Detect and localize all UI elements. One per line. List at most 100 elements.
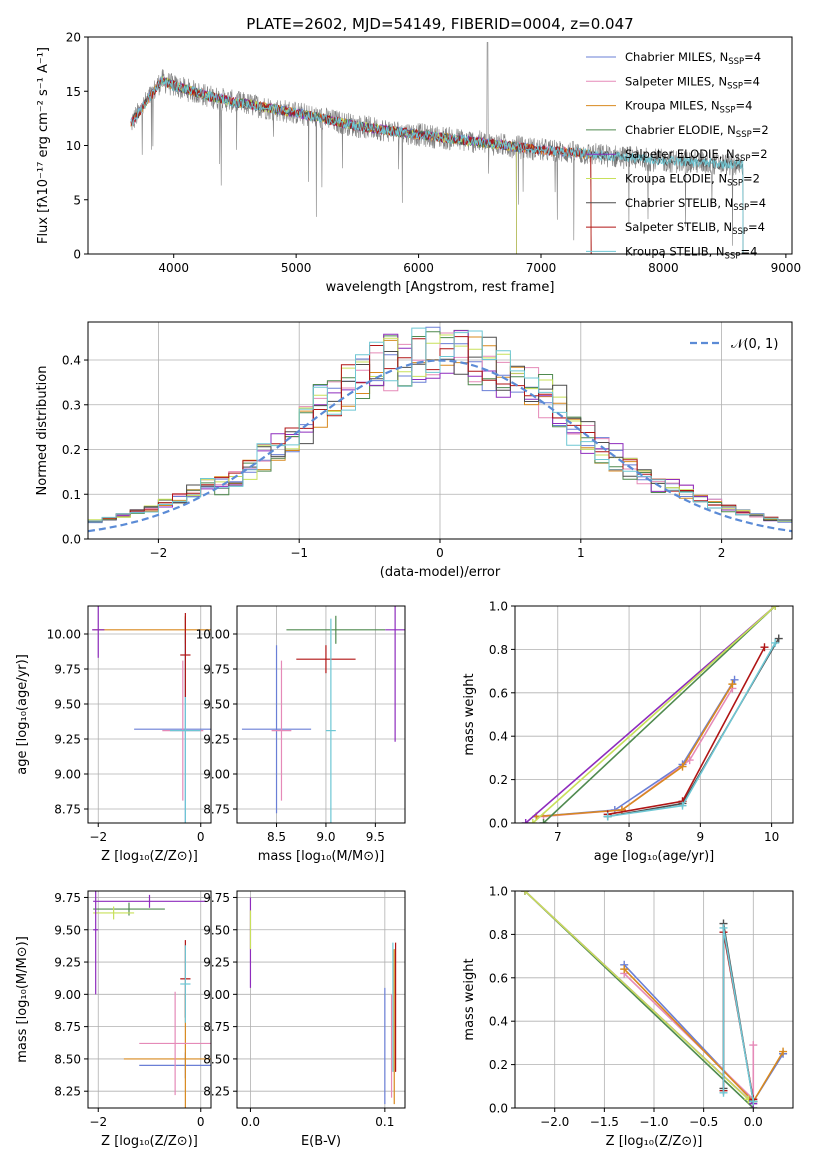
x-tick-label: 4000 bbox=[158, 261, 189, 275]
y-tick-label: 0.8 bbox=[489, 643, 508, 657]
chart-title: PLATE=2602, MJD=54149, FIBERID=0004, z=0… bbox=[246, 15, 633, 33]
legend-label-7: Salpeter STELIB, NSSP=4 bbox=[625, 220, 765, 237]
y-tick-label: 0.8 bbox=[489, 928, 508, 942]
y-tick-label: 0.6 bbox=[489, 971, 508, 985]
y-axis-label: age [log₁₀(age/yr)] bbox=[15, 654, 30, 775]
x-axis-label: Z [log₁₀(Z/Z⊙)] bbox=[606, 1134, 703, 1149]
y-tick-label: 9.00 bbox=[54, 988, 81, 1002]
y-tick-label: 10.00 bbox=[47, 628, 81, 642]
y-tick-label: 10.00 bbox=[196, 628, 230, 642]
y-tick-label: 8.75 bbox=[54, 1020, 81, 1034]
axes-overlay: −2 −1 0 1 2 0.0 0.1 0.2 0.3 0.4 (data-model)/error… bbox=[35, 321, 793, 580]
y-tick-label: 9.75 bbox=[54, 891, 81, 905]
legend-label-suffix: =4 bbox=[744, 50, 761, 64]
weight-line-2 bbox=[536, 683, 734, 818]
y-tick-label: 15 bbox=[66, 85, 81, 99]
y-tick-label: 0.2 bbox=[489, 773, 508, 787]
mass-vs-ebv-panel: 0.0 0.1 8.25 8.50 8.75 9.00 9.25 9.50 9.75 E(B-V) bbox=[203, 890, 406, 1149]
x-tick-label: −0.5 bbox=[689, 1115, 718, 1129]
x-tick-label: 8.5 bbox=[267, 830, 286, 844]
legend-label-suffix: =2 bbox=[752, 123, 769, 137]
plot-area bbox=[241, 606, 405, 823]
weight-marker-8 bbox=[749, 1097, 758, 1106]
y-tick-label: 9.50 bbox=[203, 698, 230, 712]
y-tick-label: 0 bbox=[73, 248, 81, 262]
y-tick-label: 8.50 bbox=[203, 1052, 230, 1066]
y-axis-label: mass weight bbox=[462, 673, 477, 755]
x-tick-label: 0.0 bbox=[241, 1115, 260, 1129]
x-tick-label: −2 bbox=[89, 830, 107, 844]
x-tick-label: 0 bbox=[197, 1115, 205, 1129]
y-tick-label: 0.4 bbox=[489, 730, 508, 744]
x-tick-label: 9.5 bbox=[366, 830, 385, 844]
gaussian-reference-line bbox=[88, 359, 792, 533]
legend-label-subscript: SSP bbox=[725, 251, 741, 261]
legend-label-suffix: =2 bbox=[751, 147, 768, 161]
spectrum-panel: 4000 5000 6000 7000 8000 9000 0 5 10 15 20 waveleng… bbox=[36, 15, 801, 295]
y-tick-label: 0.3 bbox=[62, 398, 81, 412]
y-tick-label: 9.50 bbox=[54, 923, 81, 937]
legend-label-text: Chabrier ELODIE, N bbox=[625, 123, 736, 137]
x-tick-label: 0.1 bbox=[375, 1115, 394, 1129]
y-tick-label: 9.00 bbox=[203, 768, 230, 782]
weight-marker-5 bbox=[520, 891, 529, 895]
y-axis-label: mass [log₁₀(M/M⊙)] bbox=[15, 936, 30, 1063]
x-tick-label: 0.0 bbox=[744, 1115, 763, 1129]
legend-label-text: Salpeter STELIB, N bbox=[625, 220, 732, 234]
x-tick-label: 7000 bbox=[526, 261, 557, 275]
legend-label-text: Kroupa ELODIE, N bbox=[625, 172, 727, 186]
axes-overlay: 7 8 9 10 0.0 0.2 0.4 0.6 0.8 1.0 age [log₁₀(age/yr… bbox=[462, 600, 794, 864]
axes-frame bbox=[87, 890, 212, 1109]
legend-label-text: Chabrier STELIB, N bbox=[625, 196, 733, 210]
axes-frame bbox=[514, 605, 794, 824]
weight-marker-2 bbox=[620, 965, 629, 974]
y-tick-label: 8.75 bbox=[54, 803, 81, 817]
legend-label-8: Kroupa STELIB, NSSP=4 bbox=[625, 244, 757, 261]
y-tick-label: 8.75 bbox=[203, 803, 230, 817]
y-tick-label: 9.00 bbox=[54, 768, 81, 782]
y-tick-label: 1.0 bbox=[489, 600, 508, 614]
x-tick-label: −2.0 bbox=[540, 1115, 569, 1129]
axes-frame bbox=[87, 605, 212, 824]
weight-marker-8 bbox=[771, 638, 780, 647]
y-tick-label: 9.25 bbox=[54, 956, 81, 970]
legend-label-text: Chabrier MILES, N bbox=[625, 50, 728, 64]
plot-area bbox=[88, 326, 792, 533]
model-fit-line-8 bbox=[130, 75, 744, 254]
x-axis-label: Z [log₁₀(Z/Z⊙)] bbox=[101, 849, 198, 864]
legend-label-subscript: SSP bbox=[727, 81, 743, 91]
legend-label-text: Kroupa STELIB, N bbox=[625, 244, 725, 258]
axes-overlay: −2.0 −1.5 −1.0 −0.5 0.0 0.0 0.2 0.4 0.6 0.8 1.0 Z [… bbox=[462, 885, 794, 1149]
age-vs-metallicity-panel: −2 0 8.75 9.00 9.25 9.50 9.75 10.00 Z [log₁₀(Z/Z… bbox=[15, 605, 212, 864]
x-tick-label: 8000 bbox=[648, 261, 679, 275]
weight-marker-8 bbox=[719, 923, 728, 932]
legend-label-subscript: SSP bbox=[733, 203, 749, 213]
weight-marker-7 bbox=[760, 643, 769, 652]
x-tick-label: 0 bbox=[436, 546, 444, 560]
legend-label-4: Salpeter ELODIE, NSSP=2 bbox=[625, 147, 768, 164]
y-tick-label: 9.75 bbox=[203, 663, 230, 677]
y-tick-label: 0.0 bbox=[62, 533, 81, 547]
y-tick-label: 0.2 bbox=[62, 443, 81, 457]
legend-label-text: Salpeter ELODIE, N bbox=[625, 147, 735, 161]
x-tick-label: 9.0 bbox=[316, 830, 335, 844]
mass-vs-metallicity-panel: −2 0 8.25 8.50 8.75 9.00 9.25 9.50 9.75 Z [log₁₀(… bbox=[15, 890, 212, 1149]
x-tick-label: −1 bbox=[290, 546, 308, 560]
legend-label-gaussian: 𝒩(0, 1) bbox=[731, 337, 778, 352]
weight-vs-metallicity-panel: −2.0 −1.5 −1.0 −0.5 0.0 0.0 0.2 0.4 0.6 0.8 1.0 Z [… bbox=[462, 885, 794, 1149]
y-tick-label: 9.25 bbox=[54, 733, 81, 747]
x-tick-label: 10 bbox=[764, 830, 779, 844]
y-tick-label: 9.00 bbox=[203, 988, 230, 1002]
plot-area bbox=[520, 891, 788, 1108]
x-tick-label: 9000 bbox=[771, 261, 802, 275]
x-tick-label: 5000 bbox=[281, 261, 312, 275]
legend-label-text: Salpeter MILES, N bbox=[625, 74, 727, 88]
x-tick-label: −2 bbox=[150, 546, 168, 560]
weight-line-3 bbox=[542, 606, 776, 823]
y-tick-label: 9.25 bbox=[203, 733, 230, 747]
legend-label-subscript: SSP bbox=[727, 179, 743, 189]
weight-marker-2 bbox=[617, 805, 626, 814]
weight-marker-4 bbox=[521, 819, 530, 823]
axes-frame bbox=[236, 605, 406, 824]
